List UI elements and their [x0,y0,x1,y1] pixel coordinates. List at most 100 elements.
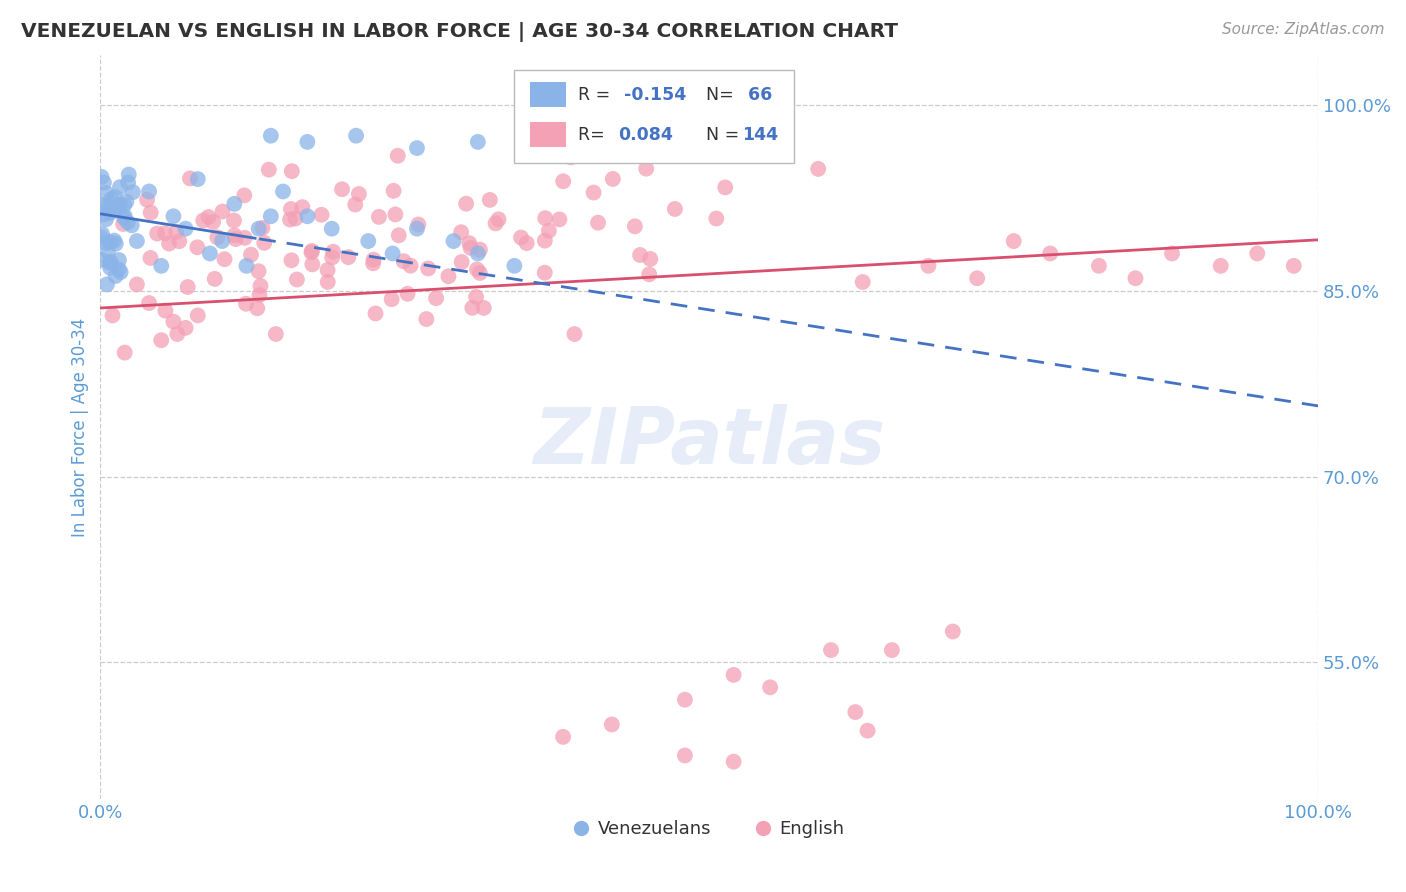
Point [97,244,120,259]
Point [121,185,143,199]
Point [214,252,236,267]
Point [155,303,177,318]
Point [249,288,271,302]
Text: VENEZUELAN VS ENGLISH IN LABOR FORCE | AGE 30-34 CORRELATION CHART: VENEZUELAN VS ENGLISH IN LABOR FORCE | A… [21,22,898,42]
Point [247,264,270,278]
Point [252,220,274,235]
Point [468,243,491,257]
Point [139,251,162,265]
Point [115,194,138,209]
Point [197,210,219,224]
Point [460,241,482,255]
Point [361,256,384,270]
Point [381,292,404,306]
Point [253,235,276,250]
Point [406,141,429,155]
Point [856,723,879,738]
Point [640,252,662,266]
Point [174,321,197,335]
Point [478,193,501,207]
Point [450,225,472,239]
Point [278,212,301,227]
Point [415,312,437,326]
Point [723,668,745,682]
Point [450,255,472,269]
Point [534,211,557,226]
Point [387,149,409,163]
Point [560,150,582,164]
Point [281,164,304,178]
Point [104,190,127,204]
Point [100,254,122,268]
Point [139,205,162,219]
Text: R=: R= [578,126,610,144]
Point [664,202,686,216]
Point [564,326,586,341]
Point [704,211,727,226]
Point [852,275,875,289]
Point [125,234,148,248]
Point [166,326,188,341]
Point [1088,259,1111,273]
Point [396,286,419,301]
Point [97,198,120,212]
Point [582,186,605,200]
Point [108,201,131,215]
Point [458,236,481,251]
Point [553,730,575,744]
Point [465,290,488,304]
Point [285,272,308,286]
Point [516,128,538,143]
Point [467,135,489,149]
Point [347,187,370,202]
Point [211,204,233,219]
Legend: Venezuelans, English: Venezuelans, English [567,814,852,846]
Point [280,202,302,216]
Point [316,263,339,277]
Point [249,279,271,293]
Point [384,207,406,221]
Point [98,235,121,249]
Point [624,219,647,234]
Point [575,128,598,143]
Point [121,219,143,233]
Point [510,230,533,244]
Point [98,255,121,269]
Point [162,315,184,329]
Point [330,182,353,196]
Point [112,211,135,226]
Point [636,161,658,176]
Point [225,232,247,246]
Point [322,244,344,259]
Point [844,705,866,719]
Point [488,212,510,227]
Point [260,128,283,143]
Text: 144: 144 [742,126,779,144]
Point [344,128,367,143]
Point [673,748,696,763]
Point [467,246,489,260]
Point [100,200,122,214]
Point [628,248,651,262]
Point [198,246,221,260]
Point [942,624,965,639]
Point [264,326,287,341]
Point [586,216,609,230]
Point [104,268,127,283]
Text: 66: 66 [742,86,772,103]
Point [153,227,176,241]
Point [357,234,380,248]
Point [94,236,117,251]
Point [820,643,842,657]
Point [311,208,333,222]
Point [104,236,127,251]
Point [107,262,129,277]
Point [117,176,139,190]
Point [714,180,737,194]
Point [553,174,575,188]
Point [96,186,118,200]
Point [602,172,624,186]
Point [966,271,988,285]
Point [1161,246,1184,260]
Point [165,225,187,239]
